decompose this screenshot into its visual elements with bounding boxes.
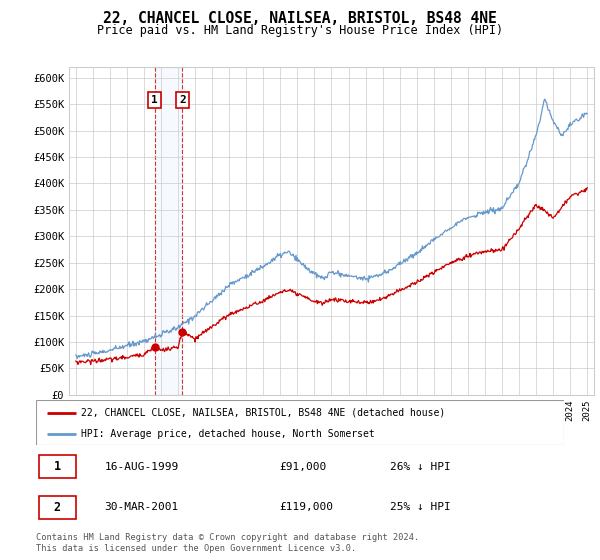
Text: 30-MAR-2001: 30-MAR-2001 <box>104 502 179 512</box>
Text: £119,000: £119,000 <box>279 502 333 512</box>
Bar <box>38 496 76 519</box>
Text: £91,000: £91,000 <box>279 461 326 472</box>
Bar <box>155 67 182 395</box>
Text: 22, CHANCEL CLOSE, NAILSEA, BRISTOL, BS48 4NE (detached house): 22, CHANCEL CLOSE, NAILSEA, BRISTOL, BS4… <box>81 408 445 418</box>
Text: 25% ↓ HPI: 25% ↓ HPI <box>390 502 451 512</box>
Text: 26% ↓ HPI: 26% ↓ HPI <box>390 461 451 472</box>
Bar <box>38 455 76 478</box>
Text: 16-AUG-1999: 16-AUG-1999 <box>104 461 179 472</box>
Text: 2: 2 <box>179 95 186 105</box>
Text: 2: 2 <box>53 501 61 514</box>
Text: Contains HM Land Registry data © Crown copyright and database right 2024.
This d: Contains HM Land Registry data © Crown c… <box>36 533 419 553</box>
Text: 1: 1 <box>151 95 158 105</box>
Text: Price paid vs. HM Land Registry's House Price Index (HPI): Price paid vs. HM Land Registry's House … <box>97 24 503 36</box>
Text: HPI: Average price, detached house, North Somerset: HPI: Average price, detached house, Nort… <box>81 429 374 439</box>
Text: 1: 1 <box>53 460 61 473</box>
Text: 22, CHANCEL CLOSE, NAILSEA, BRISTOL, BS48 4NE: 22, CHANCEL CLOSE, NAILSEA, BRISTOL, BS4… <box>103 11 497 26</box>
